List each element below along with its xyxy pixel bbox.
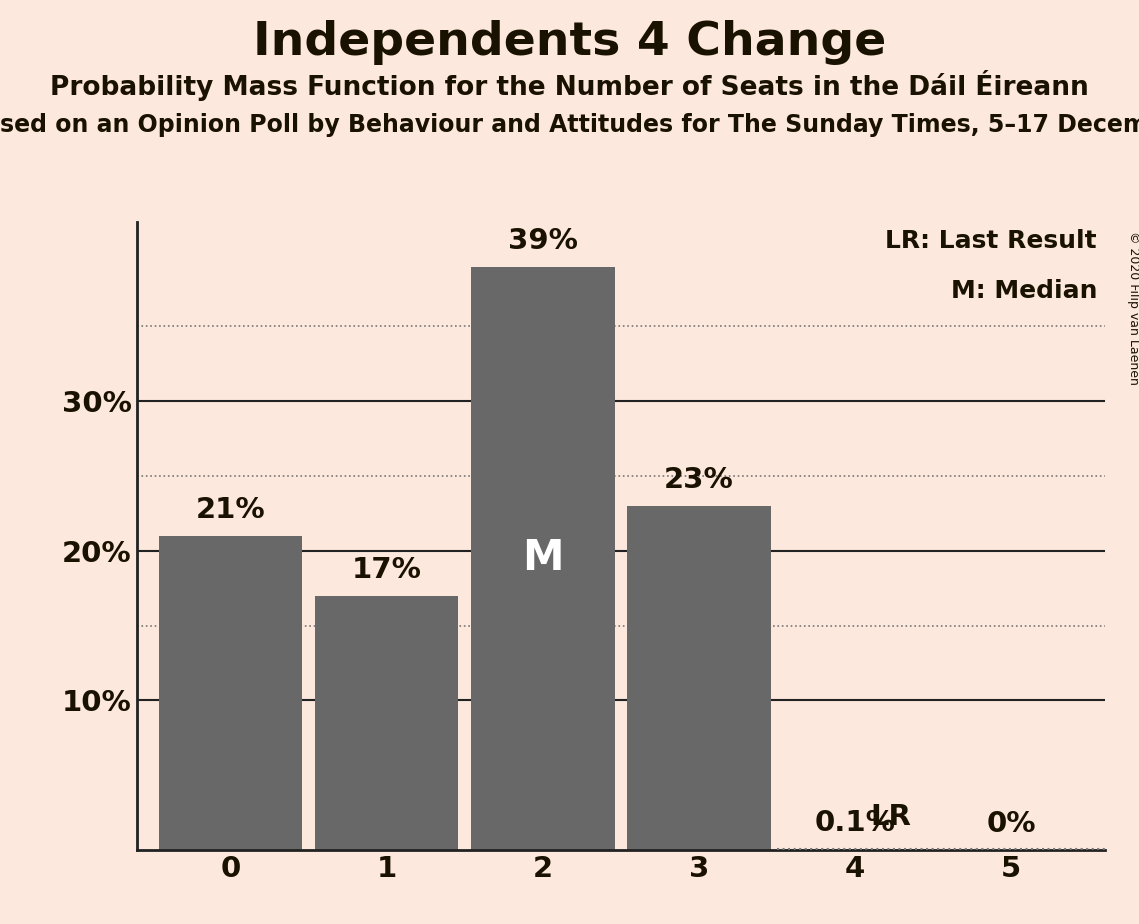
Bar (470, 267, 615, 850)
Bar (784, 848, 927, 850)
Text: 23%: 23% (664, 466, 734, 494)
Text: M: Median: M: Median (951, 279, 1097, 302)
Text: 0%: 0% (986, 810, 1035, 838)
Bar (158, 536, 302, 850)
Text: 0.1%: 0.1% (814, 808, 895, 836)
Text: LR: LR (870, 803, 911, 831)
Text: 17%: 17% (352, 556, 421, 584)
Text: M: M (522, 538, 564, 579)
Bar (314, 596, 458, 850)
Text: 21%: 21% (196, 496, 265, 524)
Text: LR: Last Result: LR: Last Result (885, 229, 1097, 253)
Text: sed on an Opinion Poll by Behaviour and Attitudes for The Sunday Times, 5–17 Dec: sed on an Opinion Poll by Behaviour and … (0, 113, 1139, 137)
Text: Independents 4 Change: Independents 4 Change (253, 20, 886, 66)
Text: © 2020 Filip van Laenen: © 2020 Filip van Laenen (1126, 231, 1139, 385)
Bar (626, 506, 771, 850)
Text: Probability Mass Function for the Number of Seats in the Dáil Éireann: Probability Mass Function for the Number… (50, 70, 1089, 102)
Text: 39%: 39% (508, 226, 577, 255)
